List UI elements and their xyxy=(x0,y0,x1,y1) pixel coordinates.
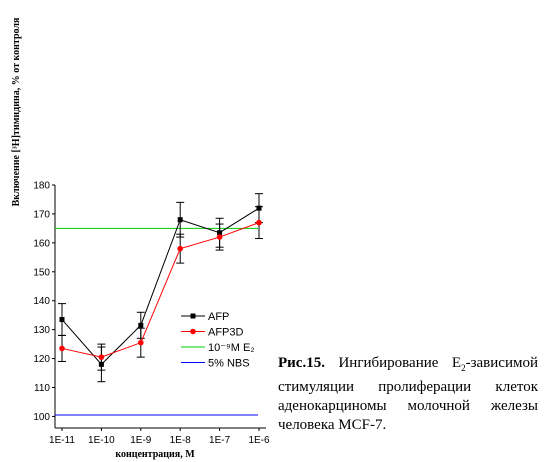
series-line-afp xyxy=(61,207,260,366)
data-point-afp3d xyxy=(138,339,144,346)
legend-label: 5% NBS xyxy=(208,358,250,370)
caption-subscript: 2 xyxy=(461,363,466,373)
figure-label: Рис.15. xyxy=(278,355,325,371)
data-point-afp3d xyxy=(59,345,65,352)
y-tick-label: 170 xyxy=(33,209,50,220)
x-tick-label: 1E-8 xyxy=(170,435,192,446)
legend-marker xyxy=(190,313,196,319)
data-point-afp xyxy=(177,217,183,223)
data-series xyxy=(58,193,263,383)
data-point-afp xyxy=(138,322,144,328)
data-point-afp3d xyxy=(177,245,183,252)
data-point-afp3d xyxy=(256,219,262,226)
legend-marker xyxy=(190,328,196,335)
y-tick-label: 100 xyxy=(33,412,50,423)
y-axis-label: Включение [³H]тимидина, % от контроля xyxy=(11,17,22,206)
legend-label: AFP3D xyxy=(208,327,244,339)
data-point-afp3d xyxy=(216,234,223,240)
caption-text-start: Ингибирование Е xyxy=(324,355,462,371)
y-tick-label: 150 xyxy=(33,267,50,278)
x-tick-label: 1E-11 xyxy=(49,435,75,446)
y-tick-label: 160 xyxy=(33,238,50,249)
x-tick-label: 1E-6 xyxy=(248,435,270,446)
x-axis-label: концентрация, М xyxy=(115,449,195,460)
chart-legend: AFP AFP3D 10⁻⁹М E₂ 5% NBS xyxy=(181,311,255,370)
y-tick-label: 140 xyxy=(33,296,50,307)
data-point-afp xyxy=(59,317,65,323)
x-tick-label: 1E-7 xyxy=(209,435,231,446)
reference-lines xyxy=(55,227,258,416)
caption-text-end: -зависимой стимуляции пролиферации клето… xyxy=(278,355,538,433)
data-point-afp3d xyxy=(98,354,105,360)
figure-caption: Рис.15. Ингибирование Е2-зависимой стиму… xyxy=(278,354,538,435)
y-tick-label: 180 xyxy=(33,181,50,192)
legend-label: AFP xyxy=(208,311,229,323)
x-tick-label: 1E-10 xyxy=(88,435,115,446)
x-tick-label: 1E-9 xyxy=(130,435,152,446)
y-tick-label: 130 xyxy=(33,325,50,336)
legend-label: 10⁻⁹М E₂ xyxy=(208,342,255,354)
y-tick-label: 120 xyxy=(33,354,50,365)
y-tick-label: 110 xyxy=(34,383,50,394)
chart-axes: 100 110 120 130 140 150 160 170 180 1E-11 1E-10 1E-… xyxy=(33,181,270,447)
series-line-afp3d xyxy=(61,222,260,358)
